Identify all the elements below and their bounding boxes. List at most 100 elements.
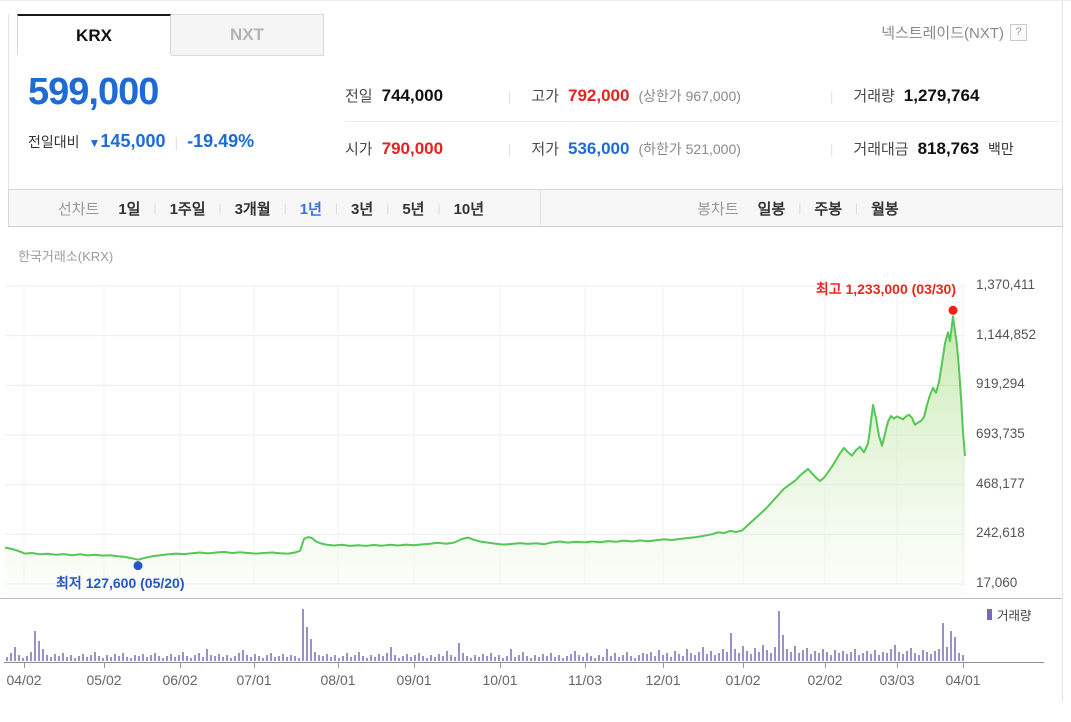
y-axis-label: 468,177 (976, 475, 1025, 491)
chart-exchange-label: 한국거래소(KRX) (18, 249, 114, 264)
prev-close-cell: 전일 744,000 (345, 85, 508, 106)
pane-separator (0, 598, 1062, 599)
x-axis-tick (500, 663, 501, 668)
divider: | (830, 88, 834, 104)
x-axis-tick (897, 663, 898, 668)
range-item-5[interactable]: 5년 (402, 200, 425, 218)
nxt-note-label: 넥스트레이드(NXT) (881, 25, 1004, 42)
x-axis-label: 11/03 (568, 672, 602, 688)
candle-label: 봉차트 (697, 200, 739, 218)
high-cell: | 고가 792,000 (상한가 967,000) (508, 85, 830, 106)
x-axis-label: 01/02 (725, 672, 761, 688)
help-icon[interactable]: ? (1010, 24, 1027, 41)
divider: | (174, 133, 179, 150)
x-axis-tick (24, 663, 25, 668)
x-axis-label: 12/01 (645, 672, 681, 688)
candle-item-0[interactable]: 일봉 (757, 200, 786, 218)
volume-cell: | 거래량 1,279,764 (830, 85, 1061, 106)
x-axis-tick (743, 663, 744, 668)
lower-limit: (하한가 521,000) (638, 140, 741, 157)
change-percent: -19.49% (187, 131, 255, 151)
x-axis-label: 07/01 (236, 672, 272, 688)
nxt-note: 넥스트레이드(NXT) ? (881, 22, 1027, 43)
tab-nxt[interactable]: NXT (171, 14, 324, 56)
x-axis-label: 10/01 (482, 672, 518, 688)
divider: | (153, 201, 157, 215)
panel-right-border (1062, 1, 1063, 701)
x-axis-tick (254, 663, 255, 668)
high-value: 792,000 (568, 85, 630, 105)
y-axis-label: 693,735 (976, 426, 1025, 441)
x-axis-label: 09/01 (396, 672, 432, 688)
change-label: 전일대비 (28, 133, 80, 150)
candle-item-1[interactable]: 주봉 (814, 200, 842, 218)
range-item-0[interactable]: 1일 (118, 200, 141, 218)
max-annotation: 최고 1,233,000 (03/30) (815, 281, 956, 297)
down-arrow-icon: ▼ (88, 136, 101, 150)
current-price: 599,000 (28, 71, 159, 113)
range-item-3[interactable]: 1년 (299, 200, 322, 218)
amount-value: 818,763 (917, 138, 980, 158)
price-area-chart (4, 285, 966, 598)
divider: | (508, 141, 512, 157)
y-axis-label: 17,060 (976, 575, 1018, 590)
low-value: 536,000 (568, 138, 630, 158)
x-axis-label: 03/03 (879, 672, 915, 688)
x-axis-line (4, 662, 1044, 663)
divider: | (334, 201, 339, 215)
x-axis-tick (180, 663, 181, 668)
x-axis-tick (585, 663, 586, 668)
volume-legend-label: 거래량 (997, 609, 1032, 623)
divider: | (218, 201, 222, 215)
exchange-tabs: KRX NXT (17, 14, 324, 56)
low-label: 저가 (531, 140, 559, 158)
x-axis-label: 08/01 (320, 672, 356, 688)
volume-bar-chart (6, 609, 964, 661)
divider: | (508, 88, 512, 104)
price-change-row: 전일대비 ▼145,000 | -19.49% (28, 131, 254, 152)
change-value: ▼145,000 (88, 131, 166, 151)
x-axis-label: 04/02 (6, 672, 42, 688)
divider: | (386, 201, 390, 215)
amount-cell: | 거래대금 818,763 백만 (830, 138, 1061, 159)
summary-row-1: 전일 744,000 | 고가 792,000 (상한가 967,000) | … (345, 69, 1061, 122)
x-axis-label: 02/02 (807, 672, 843, 688)
x-axis-tick (825, 663, 826, 668)
line-chart-group: 선차트 1일 | 1주일 | 3개월 | 1년 | 3년 | 5년 | 10년 (9, 190, 540, 226)
volume-legend: 거래량 (987, 605, 1032, 624)
upper-limit: (상한가 967,000) (638, 87, 741, 104)
volume-label: 거래량 (853, 87, 895, 105)
tab-krx[interactable]: KRX (17, 14, 171, 55)
divider: | (437, 201, 441, 215)
range-item-4[interactable]: 3년 (351, 200, 374, 218)
x-axis-label: 04/01 (945, 672, 981, 688)
candle-chart-group: 봉차트 일봉 | 주봉 | 월봉 (540, 190, 1062, 226)
min-annotation: 최저 127,600 (05/20) (56, 575, 185, 591)
open-cell: 시가 790,000 (345, 138, 508, 159)
summary-grid: 전일 744,000 | 고가 792,000 (상한가 967,000) | … (345, 69, 1061, 174)
range-label: 선차트 (57, 200, 100, 218)
chart-range-toolbar: 선차트 1일 | 1주일 | 3개월 | 1년 | 3년 | 5년 | 10년 봉차트 일봉 | 주봉 | 월봉 (8, 189, 1063, 227)
x-axis-tick (104, 663, 105, 668)
range-item-1[interactable]: 1주일 (169, 200, 206, 218)
x-axis-tick (414, 663, 415, 668)
prev-close-label: 전일 (345, 87, 373, 105)
high-label: 고가 (531, 87, 559, 105)
divider: | (798, 201, 802, 215)
volume-legend-marker-icon (987, 609, 992, 620)
x-axis-tick (338, 663, 339, 668)
x-axis-label: 05/02 (86, 672, 122, 688)
x-axis-tick (663, 663, 664, 668)
panel-left-border (8, 14, 9, 189)
range-item-6[interactable]: 10년 (453, 200, 485, 218)
x-axis-label: 06/02 (162, 672, 198, 688)
candle-item-2[interactable]: 월봉 (871, 200, 899, 218)
open-label: 시가 (345, 140, 373, 158)
prev-close-value: 744,000 (381, 85, 444, 105)
y-axis-label: 242,618 (976, 525, 1025, 541)
divider: | (830, 141, 834, 157)
y-axis-label: 1,370,411 (976, 277, 1036, 292)
range-item-2[interactable]: 3개월 (234, 200, 271, 218)
summary-row-2: 시가 790,000 | 저가 536,000 (하한가 521,000) | … (345, 122, 1061, 174)
